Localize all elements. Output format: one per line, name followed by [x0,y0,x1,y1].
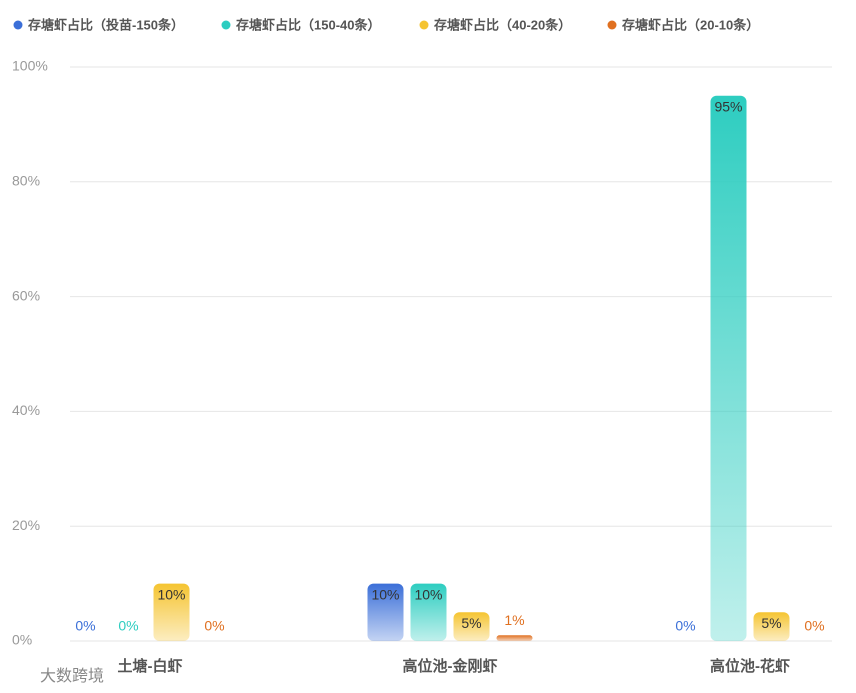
value-label: 10% [371,586,399,602]
watermark: 大数跨境 [40,666,104,685]
value-label: 0% [75,618,95,634]
bar [367,583,404,641]
bar [153,583,190,641]
legend-marker [221,20,231,30]
y-tick-label: 40% [12,402,40,418]
value-label: 0% [804,618,824,634]
legend-label: 存塘虾占比（40-20条） [434,17,571,32]
bar [453,612,490,641]
value-label: 1% [504,612,524,628]
legend-label: 存塘虾占比（投苗-150条） [28,17,184,32]
x-tick-label: 高位池-花虾 [710,657,790,675]
value-label: 0% [675,618,695,634]
bar [410,583,447,641]
legend-marker [13,20,23,30]
y-tick-label: 80% [12,173,40,189]
value-label: 10% [414,586,442,602]
y-tick-label: 100% [12,58,48,74]
y-tick-label: 60% [12,287,40,303]
value-label: 95% [714,98,742,114]
bar [710,95,747,641]
y-tick-label: 0% [12,632,32,648]
legend-marker [607,20,617,30]
legend-marker [419,20,429,30]
bar [496,635,533,641]
x-tick-label: 土塘-白虾 [118,657,183,675]
y-tick-label: 20% [12,517,40,533]
value-label: 0% [118,618,138,634]
value-label: 10% [157,586,185,602]
bar [753,612,790,641]
value-label: 5% [761,615,781,631]
value-label: 0% [204,618,224,634]
legend-label: 存塘虾占比（20-10条） [622,17,759,32]
value-label: 5% [461,615,481,631]
legend-label: 存塘虾占比（150-40条） [236,17,380,32]
x-tick-label: 高位池-金刚虾 [403,657,498,675]
